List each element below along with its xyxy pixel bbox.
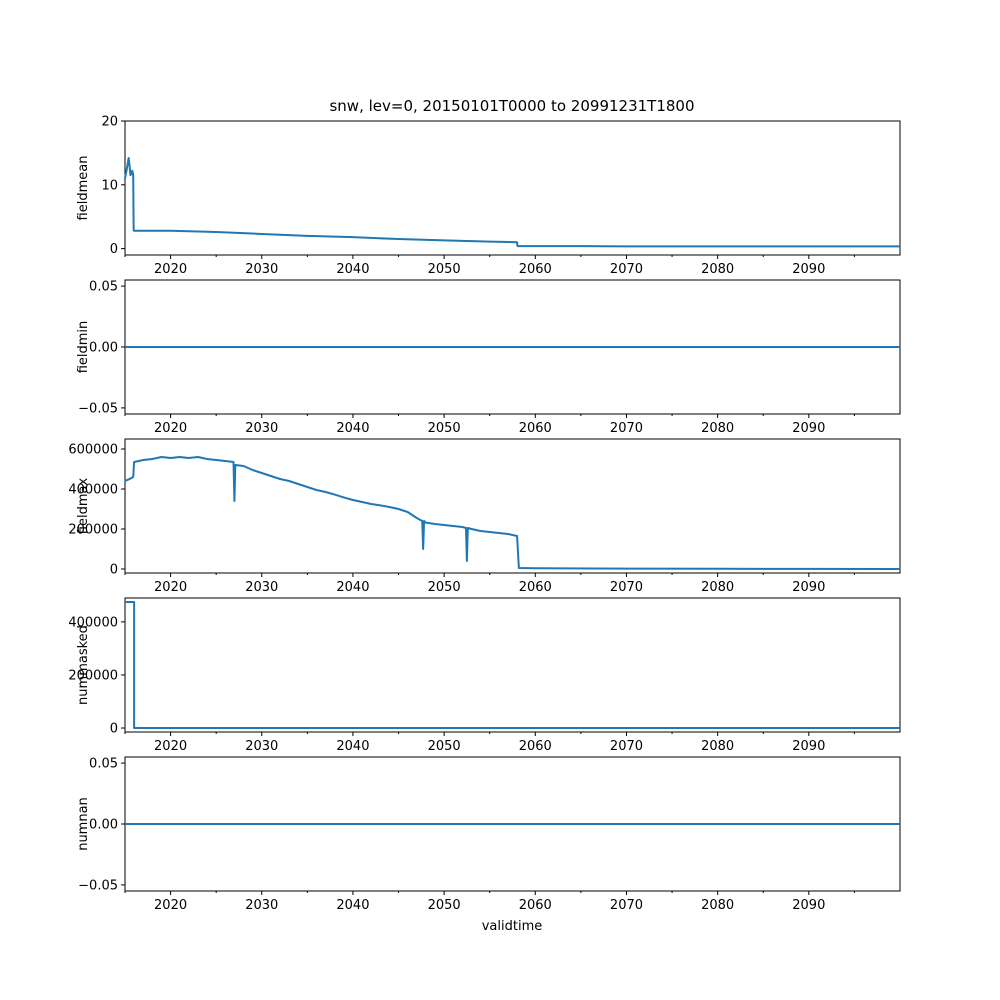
panel-fieldmax: 0 200000 400000 600000 2020 2030 2040 2050 2060 2…	[68, 438, 901, 595]
y-tick-label: 0.00	[89, 818, 118, 833]
y-tick-label: 0	[110, 722, 118, 737]
x-tick-label: 2030	[245, 898, 278, 913]
axes-frame	[124, 438, 901, 574]
y-tick-label: 10	[101, 178, 118, 193]
x-tick-label: 2040	[336, 262, 369, 277]
y-tick-label: 0.00	[89, 341, 118, 356]
x-tick-label: 2050	[428, 580, 461, 595]
series-line-fieldmax	[124, 456, 901, 570]
y-tick-label: 400000	[68, 483, 118, 498]
series-line-fieldmean	[124, 157, 900, 248]
x-tick-label: 2020	[154, 898, 187, 913]
panel-fieldmin: −0.05 0.00 0.05 2020 2030 2040 2050 2060 2070 208…	[76, 279, 901, 436]
y-tick-label: −0.05	[78, 401, 118, 416]
y-tick-label: 0	[110, 242, 118, 257]
x-tick-label: 2020	[154, 262, 187, 277]
x-tick-label: 2090	[792, 898, 825, 913]
x-tick-label: 2080	[701, 262, 734, 277]
x-tick-label: 2030	[245, 421, 278, 436]
x-tick-label: 2060	[519, 421, 552, 436]
x-tick-label: 2030	[245, 739, 278, 754]
x-tick-label: 2090	[792, 739, 825, 754]
x-tick-label: 2080	[701, 421, 734, 436]
chart-title: snw, lev=0, 20150101T0000 to 20991231T18…	[329, 97, 694, 115]
x-tick-label: 2020	[154, 421, 187, 436]
y-tick-label: 0.05	[89, 280, 118, 295]
panel-numnan: −0.05 0.00 0.05 2020 2030 2040 2050 2060 2070 208…	[76, 756, 901, 913]
x-tick-label: 2020	[154, 580, 187, 595]
x-tick-label: 2060	[519, 580, 552, 595]
panel-nummasked: 0 200000 400000 2020 2030 2040 2050 2060 2070 208…	[68, 597, 901, 754]
y-tick-label: 400000	[68, 615, 118, 630]
x-tick-label: 2080	[701, 580, 734, 595]
x-tick-label: 2050	[428, 262, 461, 277]
x-tick-label: 2080	[701, 898, 734, 913]
x-tick-label: 2040	[336, 580, 369, 595]
y-tick-label: 200000	[68, 523, 118, 538]
x-tick-label: 2080	[701, 739, 734, 754]
axes-frame	[124, 120, 901, 256]
y-tick-label: 600000	[68, 443, 118, 458]
y-axis-label: nummasked	[76, 625, 91, 705]
x-tick-label: 2070	[610, 898, 643, 913]
x-tick-label: 2090	[792, 580, 825, 595]
x-tick-label: 2070	[610, 421, 643, 436]
y-axis-label: fieldmin	[76, 321, 91, 374]
series-line-nummasked	[125, 600, 900, 730]
x-tick-label: 2050	[428, 739, 461, 754]
y-tick-label: −0.05	[78, 878, 118, 893]
axes-frame	[124, 597, 901, 733]
y-tick-label: 0	[110, 563, 118, 578]
x-tick-label: 2050	[428, 421, 461, 436]
x-tick-label: 2060	[519, 739, 552, 754]
x-tick-label: 2040	[336, 898, 369, 913]
y-tick-label: 200000	[68, 668, 118, 683]
x-tick-label: 2070	[610, 580, 643, 595]
x-tick-label: 2050	[428, 898, 461, 913]
y-axis-label: fieldmax	[76, 478, 91, 535]
y-axis-label: fieldmean	[76, 156, 91, 221]
x-tick-label: 2070	[610, 739, 643, 754]
x-tick-label: 2030	[245, 580, 278, 595]
x-tick-label: 2020	[154, 739, 187, 754]
x-tick-label: 2090	[792, 421, 825, 436]
x-tick-label: 2060	[519, 262, 552, 277]
y-tick-label: 0.05	[89, 757, 118, 772]
x-tick-label: 2040	[336, 421, 369, 436]
x-axis-label: validtime	[482, 919, 543, 934]
x-tick-label: 2040	[336, 739, 369, 754]
x-tick-label: 2060	[519, 898, 552, 913]
x-tick-label: 2070	[610, 262, 643, 277]
x-tick-label: 2090	[792, 262, 825, 277]
x-tick-label: 2030	[245, 262, 278, 277]
y-tick-label: 20	[101, 115, 118, 130]
y-axis-label: numnan	[76, 797, 91, 851]
